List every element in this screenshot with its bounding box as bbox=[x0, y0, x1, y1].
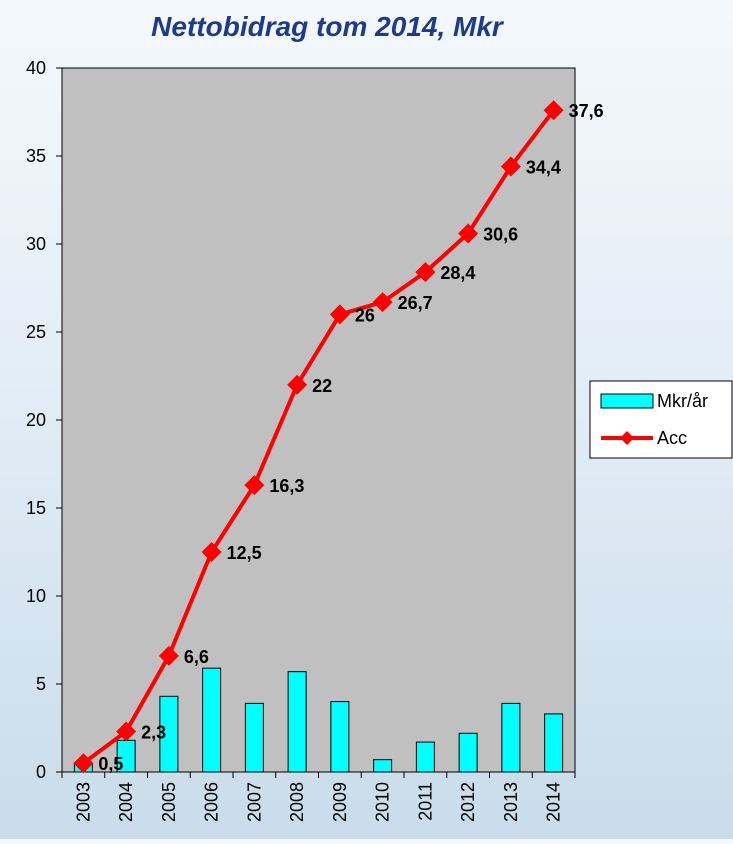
legend: Mkr/år Acc bbox=[589, 380, 733, 459]
data-label: 16,3 bbox=[269, 476, 304, 496]
y-tick-label: 0 bbox=[36, 762, 46, 782]
bar bbox=[159, 695, 179, 773]
legend-label-line: Acc bbox=[657, 428, 687, 448]
data-label: 30,6 bbox=[483, 224, 518, 244]
plot-area: 0 5 10 15 20 25 30 35 40 2003 2004 2005 2006 2007 2008… bbox=[26, 58, 604, 822]
y-tick-label: 5 bbox=[36, 674, 46, 694]
bar bbox=[458, 732, 478, 773]
data-label: 22 bbox=[312, 376, 332, 396]
x-tick-label: 2011 bbox=[415, 782, 435, 821]
x-tick-label: 2008 bbox=[287, 782, 307, 822]
bar bbox=[544, 713, 564, 773]
line-point bbox=[244, 475, 265, 496]
line-point bbox=[158, 645, 179, 666]
bar bbox=[202, 667, 222, 773]
y-tick-label: 20 bbox=[26, 410, 46, 430]
data-label: 12,5 bbox=[227, 543, 262, 563]
legend-swatch-bar bbox=[600, 393, 654, 409]
line-point bbox=[116, 721, 137, 742]
line-point bbox=[201, 542, 222, 562]
x-tick-label: 2013 bbox=[501, 782, 521, 822]
line-point bbox=[458, 223, 479, 244]
data-label: 26 bbox=[355, 305, 375, 325]
x-tick-label: 2010 bbox=[373, 782, 393, 822]
x-tick-label: 2006 bbox=[202, 782, 222, 822]
x-tick-label: 2009 bbox=[330, 782, 350, 822]
line-point bbox=[73, 753, 94, 774]
data-label: 26,7 bbox=[398, 293, 433, 313]
bar bbox=[501, 702, 521, 773]
bar bbox=[415, 741, 435, 773]
bar bbox=[330, 701, 350, 773]
line-point bbox=[329, 304, 350, 325]
y-tick-label: 40 bbox=[26, 58, 46, 78]
line-point bbox=[543, 100, 564, 121]
bar bbox=[373, 759, 393, 773]
data-label: 34,4 bbox=[526, 158, 561, 178]
bar bbox=[244, 702, 264, 773]
data-label: 37,6 bbox=[569, 101, 604, 121]
data-label: 2,3 bbox=[141, 723, 166, 743]
line-point bbox=[372, 292, 393, 313]
plot-background bbox=[61, 67, 576, 773]
y-tick-label: 10 bbox=[26, 586, 46, 606]
bar bbox=[287, 671, 307, 773]
legend-swatch-marker bbox=[620, 431, 634, 445]
data-label: 28,4 bbox=[440, 263, 475, 283]
x-tick-label: 2007 bbox=[244, 782, 264, 822]
x-tick-label: 2003 bbox=[73, 782, 93, 822]
y-tick-label: 15 bbox=[26, 498, 46, 518]
chart-title: Nettobidrag tom 2014, Mkr bbox=[151, 11, 505, 42]
x-tick-label: 2005 bbox=[159, 782, 179, 822]
line-point bbox=[500, 156, 521, 177]
data-label: 0,5 bbox=[98, 754, 123, 774]
y-tick-label: 30 bbox=[26, 234, 46, 254]
x-tick-label: 2012 bbox=[458, 782, 478, 822]
legend-label-bar: Mkr/år bbox=[657, 391, 708, 411]
x-tick-label: 2014 bbox=[544, 782, 564, 822]
y-tick-label: 25 bbox=[26, 322, 46, 342]
line-acc bbox=[82, 109, 556, 765]
line-point bbox=[415, 262, 436, 283]
line-point bbox=[287, 374, 308, 395]
data-label: 6,6 bbox=[184, 647, 209, 667]
x-tick-label: 2004 bbox=[116, 782, 136, 822]
y-tick-label: 35 bbox=[26, 146, 46, 166]
